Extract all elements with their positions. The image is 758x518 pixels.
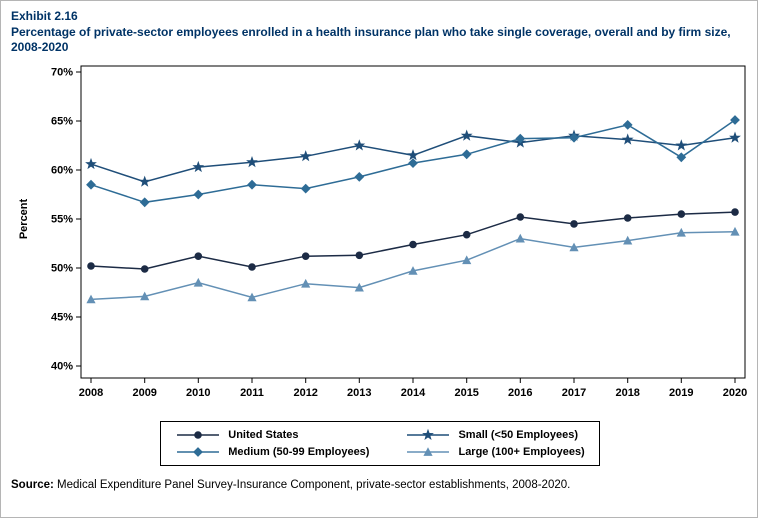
svg-text:2011: 2011 (240, 387, 264, 399)
source-label: Source: (11, 478, 54, 491)
svg-text:Percent: Percent (18, 198, 30, 239)
chart-page: Exhibit 2.16 Percentage of private-secto… (1, 1, 757, 491)
svg-text:2020: 2020 (723, 387, 747, 399)
svg-text:2010: 2010 (186, 387, 210, 399)
source-text: Medical Expenditure Panel Survey-Insuran… (53, 478, 571, 491)
svg-text:70%: 70% (51, 66, 73, 78)
chart-canvas: 40% 45% 50% 55% 60% 65% 70% 2008 2009 2010 2011 201… (18, 65, 747, 399)
svg-text:2008: 2008 (79, 387, 103, 399)
legend-item-medium-firms: Medium (50-99 Employees) (175, 445, 369, 459)
svg-text:55%: 55% (51, 213, 73, 225)
svg-text:2012: 2012 (293, 387, 317, 399)
chart-legend: United States Small (<50 Employees) Medi… (160, 420, 600, 466)
legend-circle-marker-icon (177, 430, 220, 439)
legend-item-united-states: United States (175, 428, 369, 442)
svg-text:50%: 50% (51, 262, 73, 274)
legend-label-united-states: United States (228, 428, 299, 441)
line-chart: 40% 45% 50% 55% 60% 65% 70% 2008 2009 2010 2011 201… (11, 60, 749, 413)
chart-title: Percentage of private-sector employees e… (11, 24, 731, 55)
legend-item-small-firms: Small (<50 Employees) (405, 428, 584, 442)
source-note: Source: Medical Expenditure Panel Survey… (11, 479, 749, 491)
svg-text:2016: 2016 (508, 387, 532, 399)
exhibit-label: Exhibit 2.16 (11, 9, 78, 23)
legend-diamond-marker-icon (177, 446, 220, 457)
svg-text:45%: 45% (51, 311, 73, 323)
svg-text:2019: 2019 (669, 387, 693, 399)
svg-text:65%: 65% (51, 115, 73, 127)
legend-triangle-marker-icon (407, 446, 450, 456)
svg-text:60%: 60% (51, 164, 73, 176)
legend-label-large-firms: Large (100+ Employees) (458, 445, 585, 458)
svg-text:2015: 2015 (454, 387, 478, 399)
legend-item-large-firms: Large (100+ Employees) (405, 445, 585, 459)
svg-text:2014: 2014 (401, 387, 426, 399)
legend-star-marker-icon (407, 428, 450, 440)
legend-label-small-firms: Small (<50 Employees) (458, 428, 578, 441)
svg-text:2018: 2018 (615, 387, 639, 399)
legend-label-medium-firms: Medium (50-99 Employees) (228, 445, 370, 458)
svg-text:2013: 2013 (347, 387, 371, 399)
svg-text:2009: 2009 (132, 387, 156, 399)
svg-text:2017: 2017 (562, 387, 586, 399)
svg-text:40%: 40% (51, 360, 73, 372)
